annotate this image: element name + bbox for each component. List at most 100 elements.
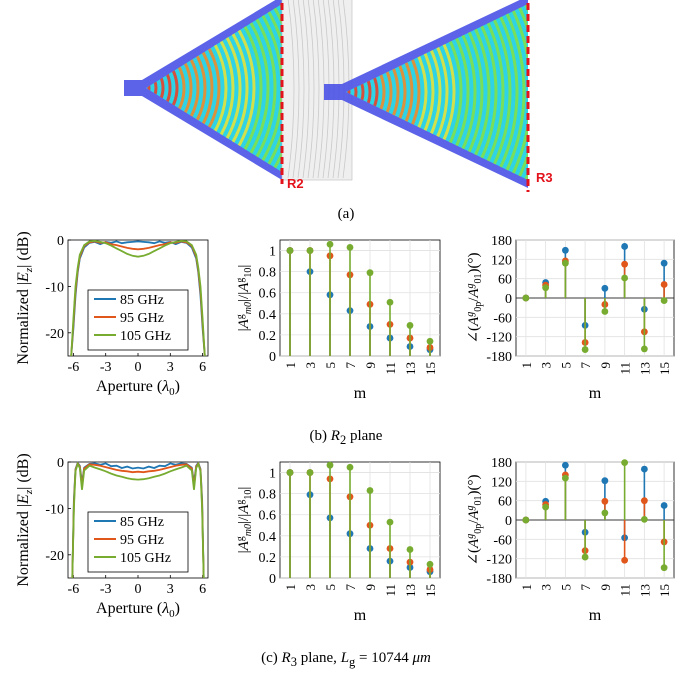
y-tick-label: 0.2 <box>259 329 277 344</box>
stem-marker <box>426 560 434 568</box>
stem-marker <box>386 298 394 306</box>
chart-b-aperture: -6 -3 0 3 6 0 -10 -20 85 GHz 95 GHz 105 GHz Apertur… <box>15 231 209 398</box>
y-tick-label: -10 <box>45 502 64 517</box>
x-axis-label: Aperture (λ0) <box>96 600 180 620</box>
x-tick-label: 15 <box>423 584 438 597</box>
y-tick-label: -120 <box>486 553 512 568</box>
caption-c-var: R <box>281 650 291 666</box>
legend-label: 105 GHz <box>120 551 171 566</box>
x-tick-label: 6 <box>199 582 206 597</box>
caption-c-eq-sub: g <box>349 655 356 669</box>
simulation-panel: R2 R3 <box>110 0 580 200</box>
x-axis-label: m <box>354 607 367 624</box>
x-tick-label: -6 <box>68 360 80 375</box>
x-tick-label: 11 <box>618 362 633 375</box>
x-tick-label: 11 <box>383 584 398 597</box>
y-axis-label: |Agm0|/|Ag10| <box>235 265 254 332</box>
legend-label: 95 GHz <box>120 311 164 326</box>
stem-marker <box>621 556 629 564</box>
y-tick-label: -120 <box>486 331 512 346</box>
y-tick-label: -20 <box>45 549 64 564</box>
stem-marker <box>426 337 434 345</box>
x-axis-label: m <box>589 607 602 624</box>
x-axis-label: Aperture (λ0) <box>96 378 180 398</box>
y-tick-label: 120 <box>491 253 512 268</box>
stem-marker <box>621 260 629 268</box>
x-tick-label: 3 <box>539 362 554 369</box>
y-tick-label: 180 <box>491 234 512 249</box>
series-line-105-ghz <box>71 461 205 579</box>
caption-c: (c) R3 plane, Lg = 10744 μm <box>0 650 692 670</box>
caption-b-suffix: plane <box>346 428 383 444</box>
y-tick-label: 0.8 <box>259 488 277 503</box>
plot-frame <box>279 461 441 579</box>
caption-c-unit: μm <box>412 650 431 666</box>
x-tick-label: 15 <box>657 584 672 597</box>
stem-marker <box>601 477 609 485</box>
stem-marker <box>366 487 374 494</box>
stem-marker <box>660 502 668 509</box>
stem-series-105-ghz <box>522 259 668 353</box>
x-tick-label: 7 <box>343 584 358 591</box>
y-tick-label: -180 <box>486 572 512 587</box>
stem-marker <box>346 243 354 251</box>
x-tick-label: 7 <box>578 584 593 591</box>
y-axis-label: |Agm0|/|Ag10| <box>235 487 254 554</box>
chart-c-phase: 1 3 5 7 9 11 13 15180120600-60-120-180m∠(Ag0p/A… <box>465 456 675 624</box>
x-tick-label: 13 <box>403 584 418 597</box>
stem-series-105-ghz <box>286 461 434 578</box>
field-background-r3 <box>346 4 528 180</box>
stem-marker <box>306 247 314 254</box>
x-tick-label: 5 <box>558 362 573 369</box>
stem-marker <box>660 564 668 572</box>
x-tick-label: 1 <box>519 584 534 591</box>
caption-c-prefix: (c) <box>261 650 282 666</box>
stem-marker <box>640 497 648 505</box>
legend-label: 95 GHz <box>120 533 164 548</box>
stem-marker <box>601 308 609 315</box>
legend-label: 105 GHz <box>120 329 171 344</box>
y-tick-label: 0.6 <box>259 287 277 302</box>
y-tick-label: 0 <box>269 350 276 365</box>
legend: 85 GHz 95 GHz 105 GHz <box>87 289 189 351</box>
x-tick-label: -3 <box>100 582 112 597</box>
stem-marker <box>561 259 569 267</box>
y-axis-label: ∠(Ag0p/Ag01)(°) <box>465 474 484 565</box>
stem-marker <box>660 297 668 304</box>
x-tick-label: 1 <box>283 362 298 369</box>
x-tick-label: 7 <box>343 362 358 369</box>
simulation-field-images <box>124 0 530 192</box>
caption-a: (a) <box>337 206 355 222</box>
caption-c-mid: plane, <box>296 650 341 666</box>
stem-marker <box>621 243 629 250</box>
stem-marker <box>621 459 629 467</box>
chart-c-aperture: -6 -3 0 3 6 0 -10 -20 85 GHz 95 GHz 105 GHz Apertur… <box>15 453 209 620</box>
y-tick-label: 0.6 <box>259 509 277 524</box>
y-tick-label: 0 <box>57 234 64 249</box>
x-tick-label: 1 <box>283 584 298 591</box>
caption-c-eq: L <box>340 650 350 666</box>
x-tick-label: 3 <box>303 362 318 369</box>
y-tick-label: 1 <box>269 467 276 482</box>
x-tick-label: 7 <box>578 362 593 369</box>
plane-label-r3: R3 <box>536 170 553 185</box>
y-tick-label: 60 <box>498 495 512 510</box>
stem-marker <box>326 240 334 248</box>
y-axis-label: Normalized |Ez| (dB) <box>15 231 35 364</box>
legend-label: 85 GHz <box>120 515 164 530</box>
stem-marker <box>542 503 550 511</box>
stem-marker <box>406 322 414 329</box>
stem-marker <box>542 284 550 292</box>
x-axis-label: m <box>589 385 602 402</box>
legend-label: 85 GHz <box>120 293 164 308</box>
x-tick-label: 9 <box>363 362 378 369</box>
stem-marker <box>640 345 648 353</box>
stem-marker <box>561 246 569 254</box>
legend: 85 GHz 95 GHz 105 GHz <box>87 511 189 573</box>
caption-c-sub: 3 <box>290 655 297 669</box>
stem-marker <box>522 516 530 524</box>
series-line-105-ghz <box>70 239 206 357</box>
stem-marker <box>581 346 589 353</box>
stem-marker <box>561 474 569 482</box>
